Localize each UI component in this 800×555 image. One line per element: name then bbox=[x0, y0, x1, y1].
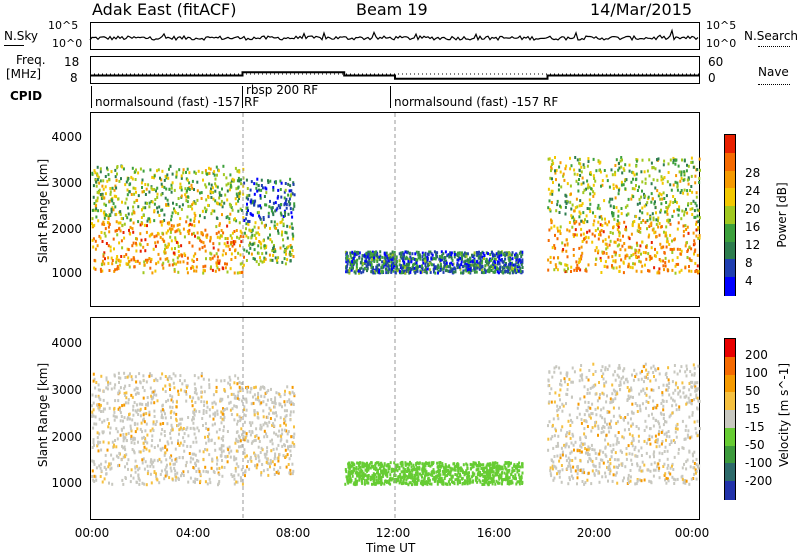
nave-label: Nave bbox=[758, 66, 789, 78]
power-cb-16: 16 bbox=[745, 220, 760, 234]
velocity-ylabel: Slant Range [km] bbox=[36, 360, 50, 470]
power-colorbar-swatch-8 bbox=[725, 277, 735, 296]
freq-tick-top: 18 bbox=[64, 56, 79, 68]
velocity-colorbar-swatch-6 bbox=[725, 446, 735, 465]
velocity-cb-m100: -100 bbox=[745, 456, 772, 470]
power-cb-12: 12 bbox=[745, 238, 760, 252]
nave-tick-bottom: 0 bbox=[708, 72, 716, 84]
velocity-colorbar-swatch-5 bbox=[725, 428, 735, 447]
velocity-cb-m200: -200 bbox=[745, 474, 772, 488]
power-cb-8: 8 bbox=[745, 256, 753, 270]
nsearch-label: N.Search bbox=[744, 30, 798, 42]
velocity-region-1 bbox=[243, 385, 295, 477]
nave-dotted-line bbox=[758, 84, 790, 85]
velocity-ytick-2000: 2000 bbox=[48, 430, 82, 444]
velocity-cb-m50: -50 bbox=[745, 438, 765, 452]
power-colorbar-swatch-1 bbox=[725, 153, 735, 172]
freq-unit-label: [MHz] bbox=[6, 68, 41, 80]
nsearch-tick-bottom: 10^0 bbox=[706, 38, 736, 49]
velocity-cb-m15: -15 bbox=[745, 420, 765, 434]
frequency-series-line bbox=[90, 72, 700, 79]
nsky-tick-top: 10^5 bbox=[48, 20, 78, 31]
nsky-series-line bbox=[90, 31, 698, 41]
power-region-2 bbox=[345, 250, 524, 274]
power-region-3 bbox=[547, 156, 701, 275]
station-title: Adak East (fitACF) bbox=[92, 2, 236, 18]
xtick-1200: 12:00 bbox=[376, 526, 411, 540]
freq-trace bbox=[90, 56, 700, 84]
velocity-ytick-4000: 4000 bbox=[48, 336, 82, 350]
cpid-segment-1: normalsound (fast) -157 RF bbox=[95, 96, 259, 108]
velocity-region-2 bbox=[344, 461, 523, 486]
velocity-colorbar-swatch-2 bbox=[725, 375, 735, 394]
power-ylabel: Slant Range [km] bbox=[36, 156, 50, 266]
cpid-divider-3 bbox=[390, 86, 391, 108]
velocity-cb-50: 50 bbox=[745, 384, 760, 398]
nsearch-dotted-line bbox=[758, 46, 790, 47]
velocity-cb-15: 15 bbox=[745, 402, 760, 416]
xtick-0400: 04:00 bbox=[176, 526, 211, 540]
freq-tick-bottom: 8 bbox=[70, 72, 78, 84]
velocity-colorbar-title: Velocity [m s^-1] bbox=[777, 367, 791, 467]
velocity-colorbar-swatch-7 bbox=[725, 463, 735, 482]
power-colorbar bbox=[724, 134, 736, 296]
xtick-1600: 16:00 bbox=[477, 526, 512, 540]
power-heatmap bbox=[91, 113, 699, 306]
power-colorbar-swatch-5 bbox=[725, 224, 735, 243]
xtick-0800: 08:00 bbox=[276, 526, 311, 540]
power-region-0 bbox=[91, 165, 245, 275]
power-ytick-3000: 3000 bbox=[48, 176, 82, 190]
cpid-divider-1 bbox=[91, 86, 92, 108]
nsky-tick-bottom: 10^0 bbox=[52, 38, 82, 49]
power-colorbar-swatch-7 bbox=[725, 259, 735, 278]
velocity-colorbar-swatch-8 bbox=[725, 481, 735, 500]
velocity-cb-200: 200 bbox=[745, 348, 768, 362]
power-cb-4: 4 bbox=[745, 274, 753, 288]
nsky-trace bbox=[90, 22, 700, 50]
power-ytick-4000: 4000 bbox=[48, 130, 82, 144]
power-cb-20: 20 bbox=[745, 202, 760, 216]
power-region-1 bbox=[243, 178, 296, 266]
date-title: 14/Mar/2015 bbox=[590, 2, 692, 18]
power-ytick-1000: 1000 bbox=[48, 266, 82, 280]
freq-label: Freq. bbox=[16, 54, 46, 66]
nave-tick-top: 60 bbox=[708, 56, 723, 68]
xtick-2400: 00:00 bbox=[675, 526, 710, 540]
power-cb-24: 24 bbox=[745, 184, 760, 198]
power-colorbar-swatch-0 bbox=[725, 135, 735, 154]
power-colorbar-swatch-6 bbox=[725, 242, 735, 261]
power-colorbar-swatch-3 bbox=[725, 188, 735, 207]
velocity-colorbar-swatch-1 bbox=[725, 357, 735, 376]
xtick-2000: 20:00 bbox=[577, 526, 612, 540]
velocity-ytick-3000: 3000 bbox=[48, 383, 82, 397]
cpid-segment-3: normalsound (fast) -157 RF bbox=[394, 96, 558, 108]
velocity-colorbar-swatch-4 bbox=[725, 410, 735, 429]
power-ytick-2000: 2000 bbox=[48, 222, 82, 236]
nsearch-tick-top: 10^5 bbox=[706, 20, 736, 31]
velocity-colorbar bbox=[724, 338, 736, 500]
velocity-cb-100: 100 bbox=[745, 366, 768, 380]
velocity-colorbar-swatch-0 bbox=[725, 339, 735, 358]
velocity-ytick-1000: 1000 bbox=[48, 476, 82, 490]
velocity-region-0 bbox=[91, 372, 244, 486]
cpid-segment-2: rbsp 200 RF bbox=[246, 84, 318, 96]
cpid-label: CPID bbox=[10, 90, 42, 102]
power-colorbar-swatch-4 bbox=[725, 206, 735, 225]
velocity-heatmap bbox=[91, 318, 699, 519]
power-colorbar-title: Power [dB] bbox=[775, 175, 789, 255]
x-axis-title: Time UT bbox=[366, 542, 415, 554]
power-cb-28: 28 bbox=[745, 166, 760, 180]
nsky-label: N.Sky bbox=[4, 30, 38, 42]
velocity-region-3 bbox=[547, 363, 701, 486]
beam-title: Beam 19 bbox=[356, 2, 428, 18]
xtick-0000: 00:00 bbox=[75, 526, 110, 540]
velocity-colorbar-swatch-3 bbox=[725, 392, 735, 411]
power-colorbar-swatch-2 bbox=[725, 171, 735, 190]
nsky-underline bbox=[4, 45, 24, 46]
